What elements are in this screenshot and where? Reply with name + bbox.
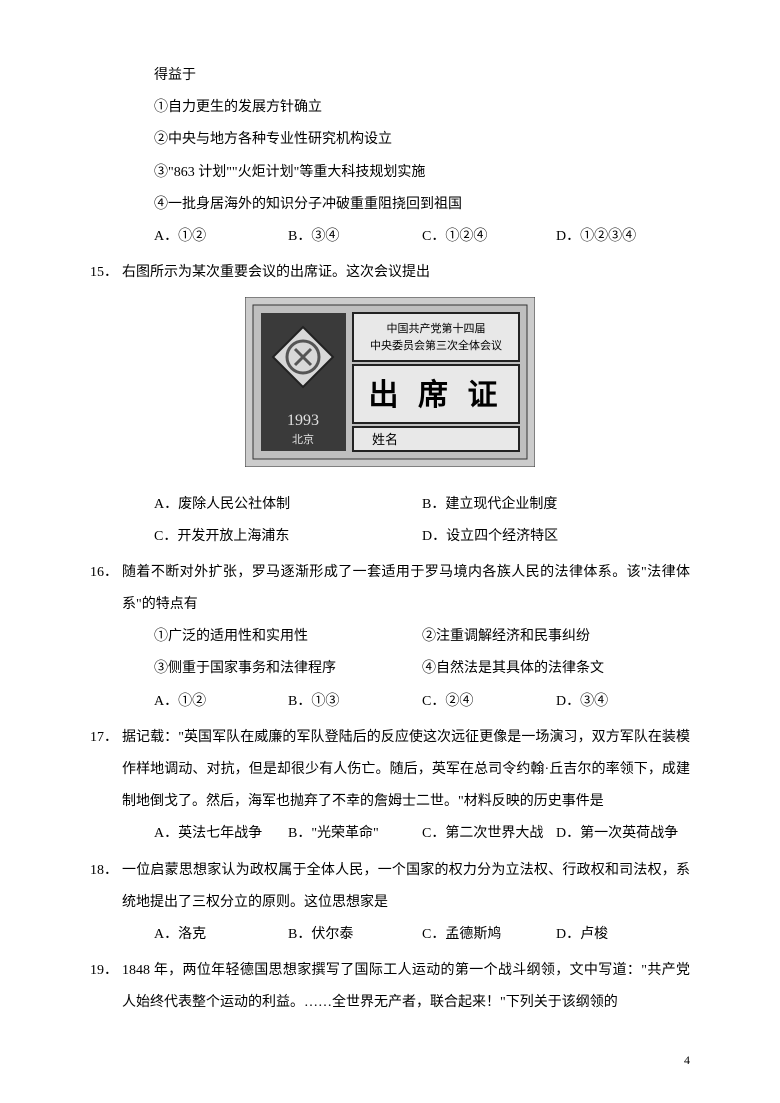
q19-stem: 1848 年，两位年轻德国思想家撰写了国际工人运动的第一个战斗纲领，文中写道："… bbox=[122, 955, 690, 1019]
q16-sub1: ①广泛的适用性和实用性 bbox=[154, 621, 422, 653]
q15-stem: 右图所示为某次重要会议的出席证。这次会议提出 bbox=[122, 257, 690, 289]
q14-sub2: ②中央与地方各种专业性研究机构设立 bbox=[90, 124, 690, 156]
q19-num: 19． bbox=[90, 955, 122, 987]
q18-optB: B．伏尔泰 bbox=[288, 919, 422, 951]
q17-stem: 据记载："英国军队在威廉的军队登陆后的反应使这次远征更像是一场演习，双方军队在装… bbox=[122, 722, 690, 819]
q14-optB: B．③④ bbox=[288, 221, 422, 253]
q18-stem: 一位启蒙思想家认为政权属于全体人民，一个国家的权力分为立法权、行政权和司法权，系… bbox=[122, 855, 690, 919]
q15-optD: D．设立四个经济特区 bbox=[422, 521, 690, 553]
q16-options: A．①② B．①③ C．②④ D．③④ bbox=[90, 686, 690, 718]
q15-optC: C．开发开放上海浦东 bbox=[154, 521, 422, 553]
question-14-continued: 得益于 ①自力更生的发展方针确立 ②中央与地方各种专业性研究机构设立 ③"863… bbox=[90, 60, 690, 253]
svg-text:出 席 证: 出 席 证 bbox=[369, 378, 504, 412]
q14-stem-cont: 得益于 bbox=[90, 60, 690, 92]
svg-text:中国共产党第十四届: 中国共产党第十四届 bbox=[387, 321, 486, 335]
q17-optB: B．"光荣革命" bbox=[288, 818, 422, 850]
q18-optA: A．洛克 bbox=[154, 919, 288, 951]
q16-sub4: ④自然法是其具体的法律条文 bbox=[422, 653, 690, 685]
question-15: 15． 右图所示为某次重要会议的出席证。这次会议提出 1993 北京 中国共产党… bbox=[90, 257, 690, 553]
q15-options: A．废除人民公社体制 B．建立现代企业制度 C．开发开放上海浦东 D．设立四个经… bbox=[90, 489, 690, 553]
q16-subs-row2: ③侧重于国家事务和法律程序 ④自然法是其具体的法律条文 bbox=[90, 653, 690, 685]
q15-num: 15． bbox=[90, 257, 122, 289]
q16-optC: C．②④ bbox=[422, 686, 556, 718]
q17-options: A．英法七年战争 B．"光荣革命" C．第二次世界大战 D．第一次英荷战争 bbox=[90, 818, 690, 850]
q17-optD: D．第一次英荷战争 bbox=[556, 818, 690, 850]
q16-num: 16． bbox=[90, 557, 122, 589]
question-16: 16． 随着不断对外扩张，罗马逐渐形成了一套适用于罗马境内各族人民的法律体系。该… bbox=[90, 557, 690, 718]
q18-options: A．洛克 B．伏尔泰 C．孟德斯鸠 D．卢梭 bbox=[90, 919, 690, 951]
svg-text:北京: 北京 bbox=[292, 432, 314, 446]
svg-text:1993: 1993 bbox=[287, 412, 319, 429]
q14-optD: D．①②③④ bbox=[556, 221, 690, 253]
q17-num: 17． bbox=[90, 722, 122, 754]
question-17: 17． 据记载："英国军队在威廉的军队登陆后的反应使这次远征更像是一场演习，双方… bbox=[90, 722, 690, 851]
q14-sub3: ③"863 计划""火炬计划"等重大科技规划实施 bbox=[90, 157, 690, 189]
question-19: 19． 1848 年，两位年轻德国思想家撰写了国际工人运动的第一个战斗纲领，文中… bbox=[90, 955, 690, 1019]
q14-sub4: ④一批身居海外的知识分子冲破重重阻挠回到祖国 bbox=[90, 189, 690, 221]
q15-optB: B．建立现代企业制度 bbox=[422, 489, 690, 521]
q17-optA: A．英法七年战争 bbox=[154, 818, 288, 850]
q18-optC: C．孟德斯鸠 bbox=[422, 919, 556, 951]
q15-optA: A．废除人民公社体制 bbox=[154, 489, 422, 521]
q16-optA: A．①② bbox=[154, 686, 288, 718]
q16-optB: B．①③ bbox=[288, 686, 422, 718]
q18-num: 18． bbox=[90, 855, 122, 887]
attendance-card-svg: 1993 北京 中国共产党第十四届 中央委员会第三次全体会议 出 席 证 姓名 bbox=[245, 297, 535, 467]
q16-sub3: ③侧重于国家事务和法律程序 bbox=[154, 653, 422, 685]
q14-optA: A．①② bbox=[154, 221, 288, 253]
q14-optC: C．①②④ bbox=[422, 221, 556, 253]
question-18: 18． 一位启蒙思想家认为政权属于全体人民，一个国家的权力分为立法权、行政权和司… bbox=[90, 855, 690, 952]
q16-stem: 随着不断对外扩张，罗马逐渐形成了一套适用于罗马境内各族人民的法律体系。该"法律体… bbox=[122, 557, 690, 621]
q14-sub1: ①自力更生的发展方针确立 bbox=[90, 92, 690, 124]
q14-options: A．①② B．③④ C．①②④ D．①②③④ bbox=[90, 221, 690, 253]
svg-text:中央委员会第三次全体会议: 中央委员会第三次全体会议 bbox=[370, 338, 502, 352]
page-number: 4 bbox=[684, 1047, 690, 1075]
q15-image: 1993 北京 中国共产党第十四届 中央委员会第三次全体会议 出 席 证 姓名 bbox=[90, 289, 690, 488]
q16-optD: D．③④ bbox=[556, 686, 690, 718]
q17-optC: C．第二次世界大战 bbox=[422, 818, 556, 850]
q18-optD: D．卢梭 bbox=[556, 919, 690, 951]
svg-text:姓名: 姓名 bbox=[372, 432, 398, 447]
q16-subs-row1: ①广泛的适用性和实用性 ②注重调解经济和民事纠纷 bbox=[90, 621, 690, 653]
q16-sub2: ②注重调解经济和民事纠纷 bbox=[422, 621, 690, 653]
